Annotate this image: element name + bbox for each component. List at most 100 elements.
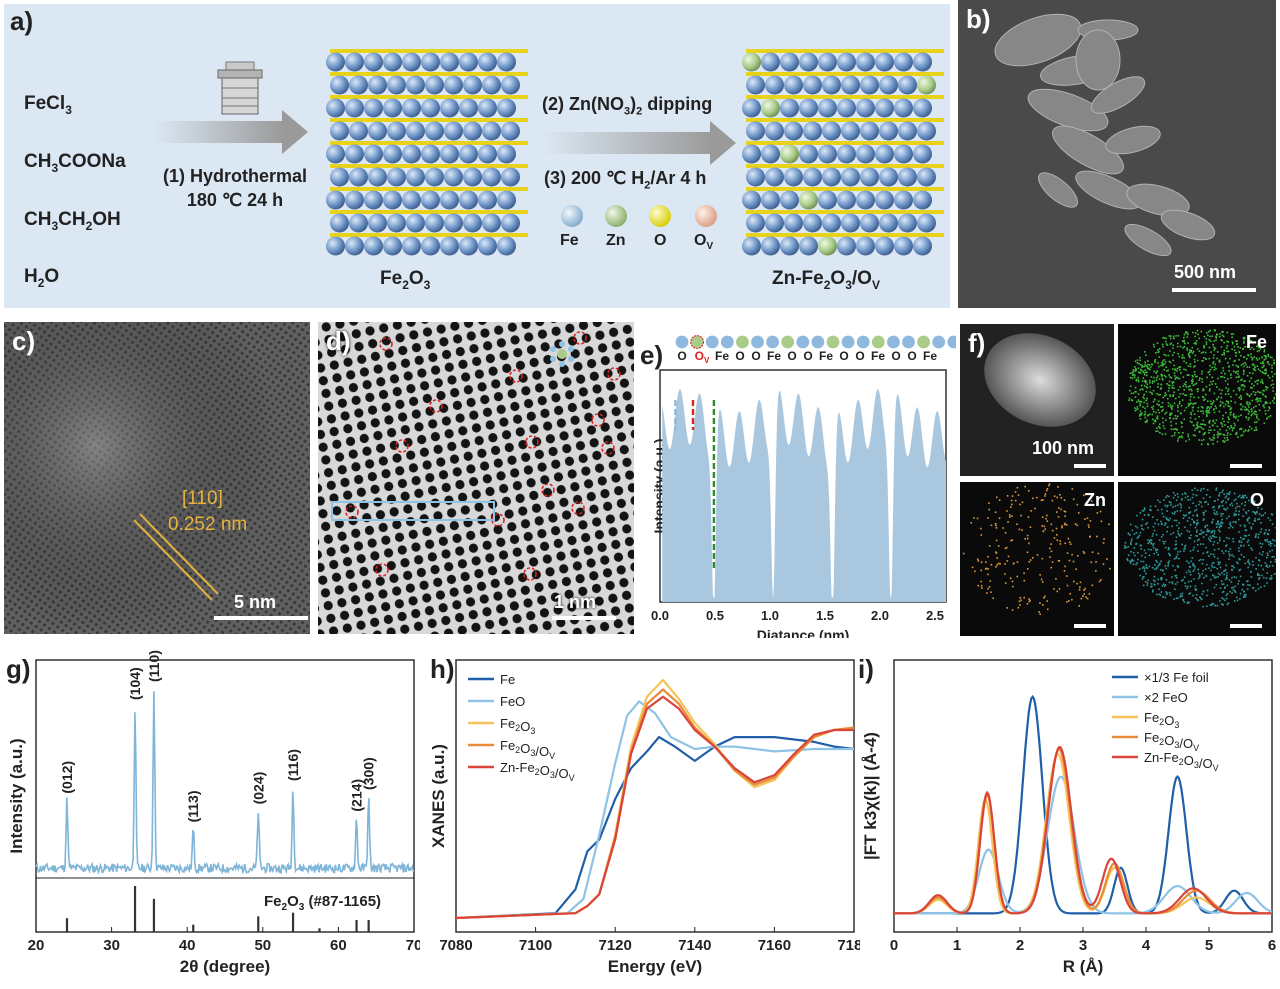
eds-dot xyxy=(1206,414,1208,416)
eds-dot xyxy=(1151,566,1154,569)
eds-dot xyxy=(1210,351,1212,353)
fe-atom xyxy=(349,213,368,233)
eds-dot xyxy=(1179,593,1182,596)
eds-dot xyxy=(1205,331,1208,334)
eds-dot xyxy=(1177,342,1179,345)
eds-dot xyxy=(1134,409,1137,412)
fe-atom xyxy=(761,52,780,72)
eds-dot xyxy=(1146,582,1149,584)
fe-atom xyxy=(444,167,463,187)
eds-dot xyxy=(1260,522,1262,524)
eds-dot xyxy=(1174,432,1176,434)
fe-atom xyxy=(879,167,898,187)
zn-atom xyxy=(742,52,761,72)
fe-atom xyxy=(364,144,383,164)
eds-dot xyxy=(1211,506,1214,509)
legend-text: O xyxy=(1164,733,1174,748)
eds-dot xyxy=(1221,401,1224,404)
vacancy-marker xyxy=(573,331,587,345)
eds-dot xyxy=(1212,574,1214,576)
x-tick-label: 7120 xyxy=(599,937,632,954)
eds-dot xyxy=(1249,584,1251,587)
eds-dot xyxy=(1250,410,1253,413)
eds-dot xyxy=(1075,568,1077,570)
eds-dot xyxy=(1251,346,1253,349)
autoclave-icon xyxy=(217,61,263,115)
eds-dot xyxy=(1228,537,1230,540)
eds-dot xyxy=(984,568,987,570)
eds-dot xyxy=(1250,547,1252,550)
eds-dot xyxy=(1240,414,1242,417)
eds-dot xyxy=(1032,497,1034,500)
eds-dot xyxy=(1193,564,1195,566)
y-axis-label: Intensity (a.u.) xyxy=(7,738,26,853)
eds-dot xyxy=(1261,574,1263,577)
atom-sequence-label: Fe xyxy=(715,349,729,363)
eds-dot xyxy=(1166,510,1168,512)
eds-dot xyxy=(1259,397,1262,400)
eds-dot xyxy=(1245,393,1248,395)
eds-dot xyxy=(1250,408,1253,411)
eds-dot xyxy=(1157,554,1160,556)
eds-dot xyxy=(1016,561,1019,563)
eds-dot xyxy=(1162,396,1165,399)
eds-dot xyxy=(1023,579,1026,582)
eds-dot xyxy=(1244,408,1246,411)
eds-dot xyxy=(1221,353,1224,356)
eds-dot xyxy=(1272,383,1275,385)
eds-dot xyxy=(1269,577,1271,580)
eds-dot xyxy=(1159,562,1161,565)
fe-atom xyxy=(780,52,799,72)
eds-dot xyxy=(1200,352,1203,354)
panel-i-label: i) xyxy=(858,654,874,684)
eds-dot xyxy=(1215,511,1218,513)
eds-dot xyxy=(1213,500,1216,502)
eds-dot xyxy=(1227,405,1229,407)
eds-dot xyxy=(1189,416,1192,419)
eds-dot xyxy=(1153,583,1156,586)
eds-dot xyxy=(1141,567,1144,569)
eds-dot xyxy=(1076,524,1078,527)
eds-dot xyxy=(1268,363,1270,366)
eds-dot xyxy=(1223,507,1225,510)
eds-dot xyxy=(1017,494,1020,496)
x-tick-label: 20 xyxy=(28,937,45,954)
eds-dot xyxy=(1219,400,1222,403)
eds-dot xyxy=(1198,430,1201,433)
eds-dot xyxy=(1235,364,1238,367)
eds-dot xyxy=(1193,366,1195,368)
xanes-series-line xyxy=(455,735,855,920)
eds-dot xyxy=(1196,519,1199,522)
eds-dot xyxy=(1201,562,1204,565)
eds-dot xyxy=(1183,601,1186,603)
eds-dot xyxy=(1135,408,1138,411)
eds-dot xyxy=(1210,406,1212,408)
eds-dot xyxy=(1176,504,1179,507)
eds-dot xyxy=(1046,600,1048,602)
fe-atom xyxy=(841,167,860,187)
eds-dot xyxy=(1267,517,1270,519)
eds-dot xyxy=(1040,499,1043,502)
eds-dot xyxy=(1192,380,1194,383)
eds-dot xyxy=(1152,542,1155,545)
eds-dot xyxy=(1201,505,1203,508)
fe-atom xyxy=(478,236,497,256)
eds-dot xyxy=(1212,518,1215,521)
atom-header-ball xyxy=(932,335,946,349)
legend-subscript: 2 xyxy=(515,723,520,733)
eds-dot xyxy=(1170,504,1172,506)
eds-dot xyxy=(1246,366,1249,368)
scale-bar-label: 100 nm xyxy=(1032,438,1095,458)
eds-dot xyxy=(1175,577,1178,579)
vacancy-marker xyxy=(525,435,539,449)
fe-atom xyxy=(894,190,913,210)
eds-dot xyxy=(1202,543,1205,545)
eds-dot xyxy=(1243,537,1245,540)
eds-dot xyxy=(1217,396,1220,398)
eds-dot xyxy=(1228,555,1231,557)
fe-atom xyxy=(425,121,444,141)
eds-dot xyxy=(1058,560,1061,562)
eds-dot xyxy=(1274,393,1276,396)
eds-dot xyxy=(1215,337,1218,339)
eds-dot xyxy=(1026,537,1029,540)
